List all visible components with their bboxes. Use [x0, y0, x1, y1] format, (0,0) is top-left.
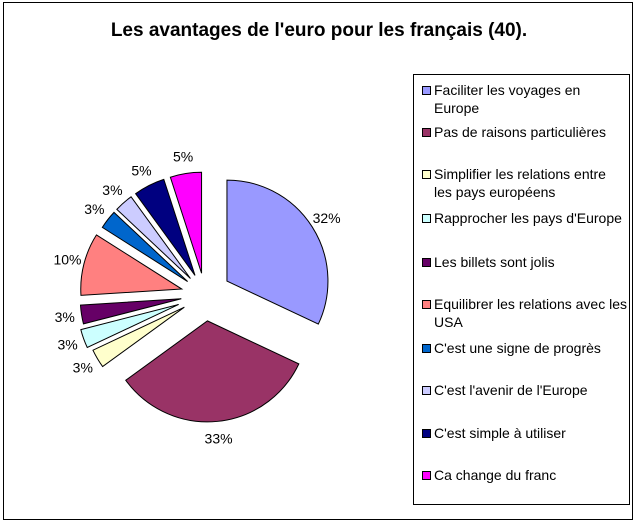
pie-slice	[80, 304, 179, 349]
legend-item: Ca change du franc	[422, 466, 627, 484]
legend-swatch	[422, 429, 431, 438]
legend-label: Ca change du franc	[434, 467, 557, 483]
slice-label: 10%	[53, 252, 81, 268]
legend-swatch	[422, 258, 431, 267]
legend-swatch	[422, 86, 431, 95]
legend-label: C'est simple à utiliser	[434, 425, 566, 441]
slice-label: 3%	[84, 201, 104, 217]
legend-swatch	[422, 386, 431, 395]
legend-swatch	[422, 170, 431, 179]
legend-swatch	[422, 471, 431, 480]
legend-swatch	[422, 300, 431, 309]
legend-label: Rapprocher les pays d'Europe	[434, 210, 622, 226]
legend: Faciliter les voyages en Europe Pas de r…	[413, 74, 630, 505]
slice-label: 5%	[131, 162, 151, 178]
pie-slice	[79, 298, 182, 325]
slice-label: 3%	[58, 336, 78, 352]
legend-item: Les billets sont jolis	[422, 253, 627, 271]
pie-slice	[125, 320, 300, 423]
slice-label: 3%	[102, 182, 122, 198]
pie-slice	[169, 171, 203, 274]
legend-label: Faciliter les voyages en Europe	[434, 82, 581, 116]
pie-slice	[226, 179, 329, 325]
legend-item: Faciliter les voyages en Europe	[422, 81, 627, 117]
legend-swatch	[422, 214, 431, 223]
legend-item: C'est simple à utiliser	[422, 424, 627, 442]
legend-item: Pas de raisons particulières	[422, 123, 627, 141]
legend-swatch	[422, 128, 431, 137]
legend-label: Pas de raisons particulières	[434, 124, 606, 140]
legend-item: C'est l'avenir de l'Europe	[422, 381, 627, 399]
pie-slice	[116, 196, 191, 279]
legend-label: C'est l'avenir de l'Europe	[434, 382, 588, 398]
slice-label: 32%	[313, 210, 341, 226]
pie-slice	[80, 234, 184, 296]
slice-label: 33%	[205, 430, 233, 446]
legend-label: Les billets sont jolis	[434, 254, 555, 270]
pie-slice	[134, 178, 196, 276]
legend-item: Rapprocher les pays d'Europe	[422, 209, 627, 227]
legend-swatch	[422, 344, 431, 353]
legend-label: Equilibrer les relations avec les USA	[434, 296, 627, 330]
chart-title: Les avantages de l'euro pour les françai…	[110, 20, 528, 41]
pie-slice	[101, 211, 188, 282]
slice-label: 5%	[173, 149, 193, 165]
slice-label: 3%	[73, 359, 93, 375]
legend-label: C'est une signe de progrès	[434, 340, 601, 356]
slice-label: 3%	[55, 309, 75, 325]
legend-label: Simplifier les relations entre les pays …	[434, 166, 606, 200]
legend-item: Equilibrer les relations avec les USA	[422, 295, 627, 331]
pie-slice	[92, 306, 185, 368]
legend-item: Simplifier les relations entre les pays …	[422, 165, 627, 201]
legend-item: C'est une signe de progrès	[422, 339, 627, 357]
